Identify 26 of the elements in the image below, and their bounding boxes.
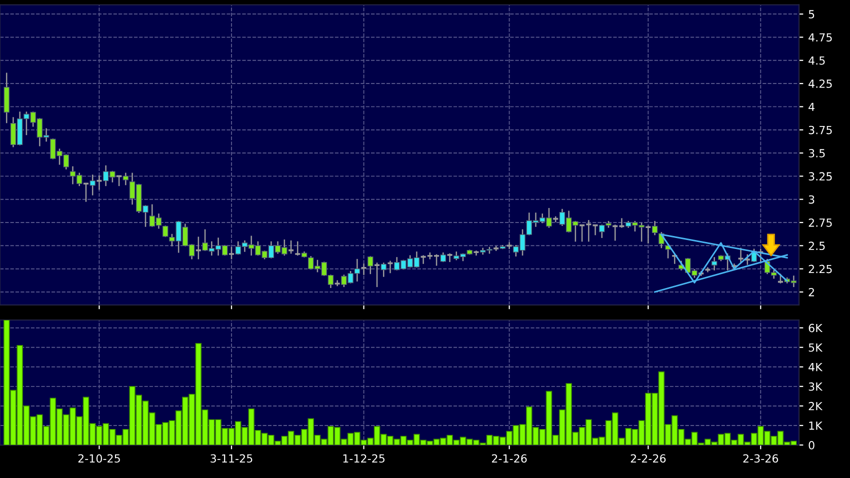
x-tick-label: 3-11-25 [210,454,252,463]
y-tick-label: 3.25 [808,172,832,181]
y-tick-label: 3K [808,382,823,391]
y-tick-label: 2.5 [808,242,825,250]
y-tick-label: 2.25 [808,264,832,274]
y-tick-label: 5 [808,10,814,18]
y-tick-label: 1K [809,422,823,430]
y-tick-label: 2K [808,402,823,410]
y-tick-label: 3.75 [808,126,832,134]
y-tick-label: 6K [808,324,823,332]
y-tick-label: 4.75 [808,33,832,42]
y-tick-label: 2 [808,288,814,296]
x-tick-label: 2-10-25 [78,454,120,463]
y-tick-label: 4K [808,363,823,372]
y-tick-label: 3 [808,195,814,204]
x-tick-label: 2-2-26 [630,454,666,463]
y-tick-label: 4.5 [808,56,825,65]
y-tick-label: 5K [808,343,823,352]
x-tick-label: 1-12-25 [343,454,384,463]
y-tick-label: 0 [808,440,814,450]
x-tick-label: 2-3-26 [743,454,778,463]
y-tick-label: 2.75 [808,218,832,227]
x-tick-label: 2-1-26 [492,454,527,463]
y-tick-label: 4 [808,102,814,111]
y-tick-label: 4.25 [808,80,832,88]
y-tick-label: 3.5 [808,148,825,158]
